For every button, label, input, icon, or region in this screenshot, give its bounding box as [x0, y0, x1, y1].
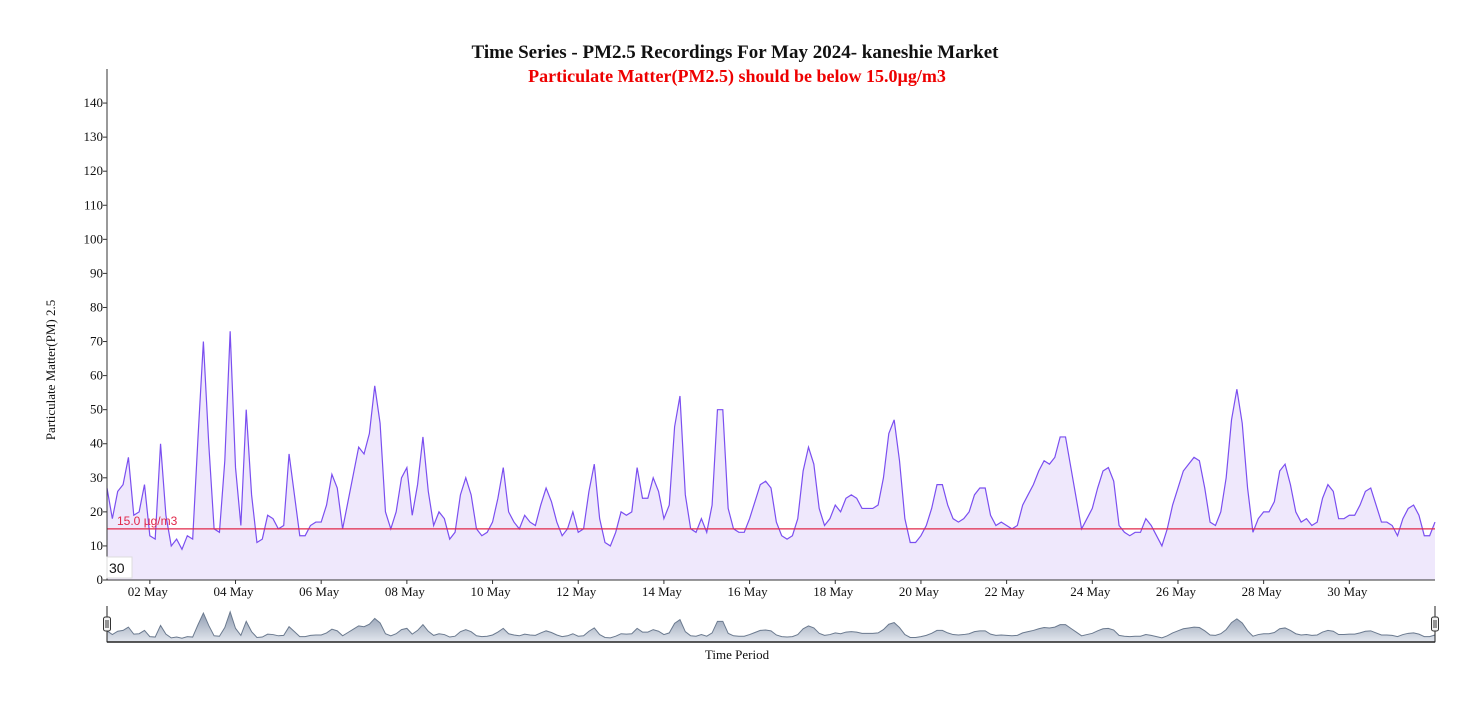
y-tick-label: 40: [90, 436, 103, 451]
x-tick-label: 06 May: [299, 584, 340, 599]
y-tick-label: 30: [90, 470, 103, 485]
y-tick-label: 90: [90, 265, 103, 280]
x-tick-label: 12 May: [556, 584, 597, 599]
x-tick-label: 14 May: [642, 584, 683, 599]
y-tick-label: 130: [84, 129, 104, 144]
y-tick-label: 110: [84, 197, 103, 212]
x-tick-label: 22 May: [985, 584, 1026, 599]
y-tick-label: 80: [90, 299, 103, 314]
x-tick-label: 28 May: [1242, 584, 1283, 599]
y-tick-label: 50: [90, 402, 103, 417]
badge: 30: [109, 560, 125, 576]
x-tick-label: 10 May: [471, 584, 512, 599]
y-tick-label: 60: [90, 368, 103, 383]
badge-box: [106, 556, 133, 579]
chart-subtitle: Particulate Matter(PM2.5) should be belo…: [528, 66, 946, 87]
x-tick-label: 30 May: [1327, 584, 1368, 599]
brush-handle[interactable]: [1431, 616, 1439, 632]
y-tick-label: 20: [90, 504, 103, 519]
y-tick-label: 0: [97, 572, 104, 587]
x-tick-label: 18 May: [813, 584, 854, 599]
y-tick-label: 10: [90, 538, 103, 553]
y-tick-label: 120: [84, 163, 104, 178]
x-tick-label: 20 May: [899, 584, 940, 599]
line: [106, 331, 1436, 551]
x-tick-label: 02 May: [128, 584, 169, 599]
brush-handle[interactable]: [103, 616, 111, 632]
chart-title: Time Series - PM2.5 Recordings For May 2…: [472, 42, 1000, 63]
threshold-label: 15.0 µg/m3: [117, 514, 178, 528]
x-tick-label: 16 May: [728, 584, 769, 599]
y-tick-label: 140: [84, 95, 104, 110]
y-tick-label: 100: [84, 231, 104, 246]
x-tick-label: 26 May: [1156, 584, 1197, 599]
x-axis-label: Time Period: [705, 647, 770, 662]
y-axis-label: Particulate Matter(PM) 2.5: [43, 300, 58, 440]
area: [107, 331, 1435, 580]
x-tick-label: 24 May: [1070, 584, 1111, 599]
x-tick-label: 08 May: [385, 584, 426, 599]
context-area: [106, 610, 1436, 643]
x-tick-label: 04 May: [213, 584, 254, 599]
y-tick-label: 70: [90, 334, 103, 349]
